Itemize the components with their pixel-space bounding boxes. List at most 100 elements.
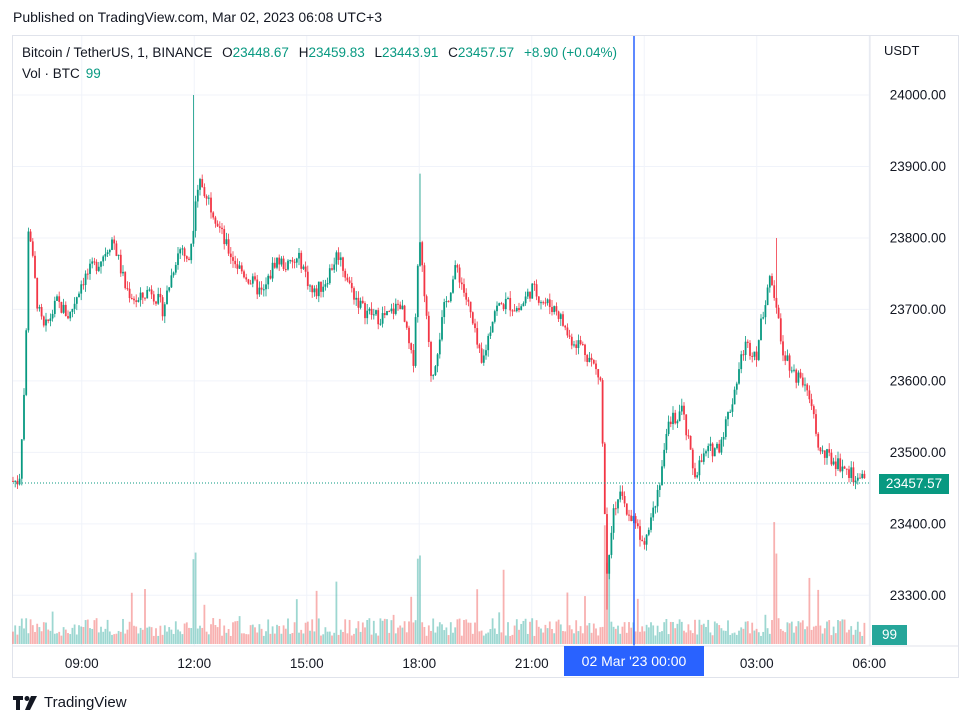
candle-body [291,260,294,262]
candle-body [612,508,615,533]
volume-bar [722,630,725,644]
volume-bar [113,634,116,644]
volume-bar [843,619,846,644]
volume-bar [586,625,589,644]
candle-body [535,284,538,297]
open-value: 23448.67 [232,45,289,60]
volume-bar [634,631,637,644]
candle-body [106,252,109,255]
candle-body [128,288,131,299]
volume-bar [438,622,441,644]
candle-body [595,363,597,370]
volume-bar [804,629,806,644]
candle-body [232,257,234,261]
candle-body [460,282,463,285]
volume-bar [625,632,628,644]
grid-lines [13,36,870,646]
symbol-name[interactable]: Bitcoin / TetherUS, 1, BINANCE [22,45,213,60]
candle-body [718,443,721,453]
candle-body [328,268,331,284]
volume-bar [595,628,597,644]
candle-body [522,303,525,307]
volume-bar [265,631,267,644]
candle-body [210,197,212,213]
volume-bar [148,626,151,644]
candle-body [786,355,789,361]
candle-body [438,339,441,355]
volume-bar [773,522,776,644]
price-tick-label: 24000.00 [890,88,946,103]
candle-body [311,285,314,293]
volume-bar [108,631,111,644]
volume-bar [573,633,575,644]
close-label: C [448,45,458,60]
chart-frame[interactable] [12,35,959,678]
volume-bar [654,635,657,644]
volume-bar [421,622,424,644]
candle-body [845,468,848,470]
price-tick-label: 23900.00 [890,159,946,174]
candle-body [570,336,573,346]
volume-bar [713,621,716,644]
volume-bar [254,627,256,644]
candle-body [313,288,316,293]
candle-body [808,390,811,400]
volume-bar [350,635,353,644]
candle-body [273,262,276,268]
volume-bar [390,620,393,644]
candle-body [130,298,133,300]
candle-body [557,311,560,319]
candle-body [804,384,806,386]
volume-bar [144,589,146,644]
volume-bar [58,631,61,644]
candle-body [104,254,107,257]
volume-bar [311,619,314,644]
candle-body [672,412,674,425]
candle-body [155,301,157,304]
volume-bar [720,628,723,644]
volume-bar [601,626,604,644]
currency-label[interactable]: USDT [884,43,920,58]
volume-bar [16,634,19,644]
candle-body [14,480,17,482]
volume-bar [225,632,228,644]
volume-bar [830,635,833,644]
volume-bar [126,629,129,644]
volume-bar [386,619,388,644]
volume-bar [45,622,47,644]
candle-body [436,354,439,367]
volume-bar [69,634,72,644]
symbol-legend[interactable]: Bitcoin / TetherUS, 1, BINANCE O23448.67… [22,45,617,60]
volume-bar [823,628,826,644]
volume-bar [425,635,428,644]
volume-legend[interactable]: Vol · BTC 99 [22,66,101,81]
volume-bar [460,635,463,644]
candle-body [647,529,650,535]
candle-body [493,311,496,322]
candle-body [834,461,837,470]
candle-body [568,335,571,337]
candle-body [148,289,151,291]
volume-bar [746,621,749,644]
candle-body [84,273,87,285]
candle-body [731,404,734,412]
candle-body [201,179,204,188]
candle-body [641,539,644,542]
volume-bar [553,633,556,644]
candle-body [133,298,135,301]
volume-bar [394,633,397,644]
volume-bar [577,631,580,644]
candle-body [359,300,362,308]
candle-body [793,369,795,371]
candle-body [810,399,813,407]
candle-body [859,477,861,479]
candle-body [199,179,201,190]
candle-body [645,534,648,545]
tradingview-logo[interactable]: TradingView [13,694,127,711]
candle-body [559,314,562,319]
candle-body [95,261,98,271]
volume-bar [62,627,65,644]
volume-bar [300,629,303,644]
volume-bar [240,633,243,644]
